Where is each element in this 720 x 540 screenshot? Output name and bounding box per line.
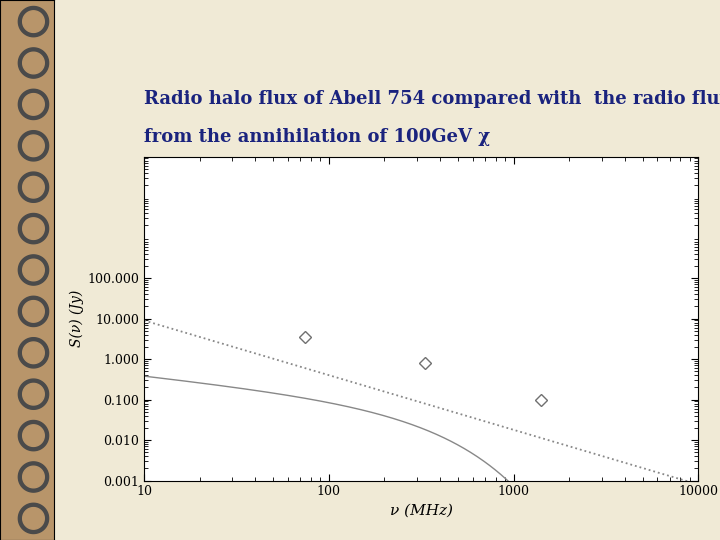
Text: Radio halo flux of Abell 754 compared with  the radio flux: Radio halo flux of Abell 754 compared wi… [144,90,720,108]
Polygon shape [23,383,45,405]
Polygon shape [23,342,45,363]
Polygon shape [23,425,45,447]
Polygon shape [19,89,49,119]
Polygon shape [23,218,45,239]
Polygon shape [23,508,45,529]
Polygon shape [23,52,45,74]
Polygon shape [19,213,49,244]
Polygon shape [19,462,49,492]
Y-axis label: S(ν) (Jy): S(ν) (Jy) [70,290,84,347]
Polygon shape [19,379,49,409]
Polygon shape [19,255,49,285]
Polygon shape [19,131,49,161]
Text: from the annihilation of 100GeV χ: from the annihilation of 100GeV χ [144,128,490,146]
Polygon shape [23,135,45,157]
Polygon shape [19,48,49,78]
Polygon shape [23,93,45,115]
Polygon shape [19,421,49,451]
Polygon shape [19,6,49,37]
X-axis label: ν (MHz): ν (MHz) [390,504,453,518]
Polygon shape [19,172,49,202]
Polygon shape [23,301,45,322]
Polygon shape [23,11,45,32]
Polygon shape [23,177,45,198]
Polygon shape [23,466,45,488]
Polygon shape [23,259,45,281]
Polygon shape [19,503,49,534]
Polygon shape [19,296,49,327]
Polygon shape [19,338,49,368]
